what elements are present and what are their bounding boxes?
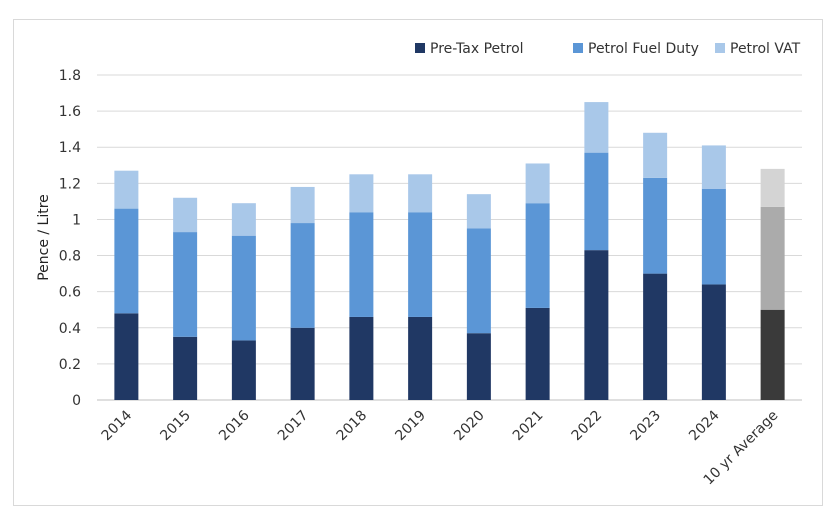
bar-segment-petrol-fuel-duty [408,212,433,317]
bar-segment-petrol-fuel-duty [231,235,256,341]
x-tick-label: 2022 [569,408,606,445]
stacked-bar-chart: 00.20.40.60.811.21.41.61.8 2014 2015 2016 2… [36,41,802,488]
x-tick-label: 2015 [157,408,194,445]
bar-segment-petrol-fuel-duty [466,228,491,334]
bar-segment-pre-tax-petrol [290,327,315,400]
bar-segment-petrol-vat [643,132,668,178]
gridlines [97,74,802,401]
x-tick-label: 2014 [99,407,136,444]
bar-segment-pre-tax-petrol [231,340,256,400]
x-tick-label: 2018 [334,408,371,445]
bar-segment-pre-tax-petrol [643,273,668,400]
x-tick-label: 2021 [510,408,547,445]
bar-segment-pre-tax-petrol [408,316,433,400]
y-tick-label: 1.8 [59,68,81,84]
bar-segment-petrol-vat [231,203,256,236]
bar-segment-petrol-vat [466,194,491,229]
y-tick-label: 0.8 [59,249,81,265]
bar-segment-pre-tax-petrol [701,284,726,400]
bar-segment-petrol-vat [349,174,374,213]
bar-segment-pre-tax-petrol [114,313,139,400]
y-tick-label: 0.4 [59,321,81,337]
bar-segment-petrol-vat [760,168,785,207]
bar-segment-petrol-fuel-duty [760,206,785,310]
y-tick-label: 0.2 [59,357,81,373]
x-tick-label: 2023 [627,408,664,445]
bar-segment-petrol-fuel-duty [701,188,726,285]
bar-segment-petrol-vat [114,170,139,209]
x-tick-label: 2019 [392,408,429,445]
bar-segment-petrol-vat [525,163,550,204]
bar-segment-petrol-vat [584,102,609,153]
bar-segment-petrol-fuel-duty [525,203,550,308]
y-tick-label: 1 [72,212,81,228]
legend-label: Petrol VAT [730,41,801,57]
y-tick-label: 0 [72,393,81,409]
y-tick-label: 1.6 [59,104,81,120]
bar-segment-pre-tax-petrol [173,336,198,400]
bar-segment-petrol-fuel-duty [173,232,198,337]
bar-segment-petrol-fuel-duty [349,212,374,317]
chart-frame: 0 0.2 0.4 0.6 0.8 1 1.2 1.4 1.6 1.8 2014 2015 2016 2… [13,19,823,506]
bar-segment-petrol-fuel-duty [114,208,139,314]
bar-segment-pre-tax-petrol [584,250,609,400]
bar-segment-petrol-vat [701,145,726,189]
bar-segment-petrol-vat [173,197,198,233]
x-tick-label: 2024 [686,407,723,444]
bar-segment-pre-tax-petrol [349,316,374,400]
bar-segment-petrol-fuel-duty [643,177,668,274]
y-axis-ticks: 0 0.2 0.4 0.6 0.8 1 1.2 1.4 1.6 1.8 [59,68,81,409]
y-tick-label: 1.4 [59,140,81,156]
x-axis-ticks: 2014 2015 2016 2017 2018 2019 2020 2021 2022 2023… [99,407,782,488]
bar-segment-pre-tax-petrol [525,307,550,400]
y-axis-title: Pence / Litre [36,194,52,281]
legend-swatch [715,43,725,53]
x-tick-label: 2016 [216,407,253,444]
bar-segment-pre-tax-petrol [466,333,491,400]
bar-segment-petrol-fuel-duty [584,152,609,251]
bar-segment-petrol-vat [290,186,315,224]
legend: Pre-Tax Petrol Petrol Fuel Duty Petrol VAT [415,41,801,57]
bars [114,102,785,400]
legend-label: Pre-Tax Petrol [430,41,524,57]
bar-segment-petrol-fuel-duty [290,223,315,328]
y-tick-label: 0.6 [59,285,81,301]
bar-segment-pre-tax-petrol [760,309,785,400]
x-tick-label: 2017 [275,408,312,445]
legend-label: Petrol Fuel Duty [588,41,699,57]
legend-swatch [573,43,583,53]
x-tick-label: 2020 [451,408,488,445]
y-tick-label: 1.2 [59,176,81,192]
legend-swatch [415,43,425,53]
bar-segment-petrol-vat [408,174,433,213]
